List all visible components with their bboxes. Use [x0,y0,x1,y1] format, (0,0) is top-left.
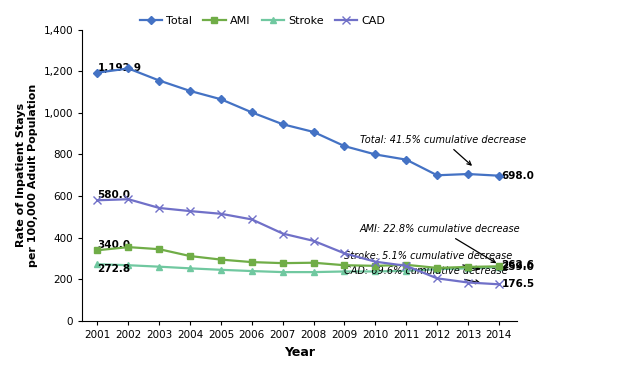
AMI [93,248,101,252]
Total [464,172,472,176]
Text: 272.8: 272.8 [97,264,131,274]
Total [217,97,225,101]
Stroke [93,262,101,266]
Line: Stroke: Stroke [95,261,502,275]
Total [495,173,503,178]
Stroke [403,269,410,273]
CAD [341,251,348,256]
Stroke [372,269,379,274]
Total [433,173,441,177]
Text: CAD: 69.6% cumulative decrease: CAD: 69.6% cumulative decrease [345,266,508,284]
CAD [433,276,441,280]
AMI [310,261,317,265]
AMI [341,263,348,268]
CAD [186,209,194,213]
Line: AMI: AMI [95,244,502,271]
Total [124,66,132,71]
CAD [495,282,503,286]
Stroke [433,267,441,271]
Legend: Total, AMI, Stroke, CAD: Total, AMI, Stroke, CAD [135,12,390,31]
Total [155,78,163,83]
CAD [279,231,286,236]
Text: 259.0: 259.0 [502,262,534,272]
AMI [186,254,194,258]
AMI [433,266,441,270]
Text: 1,192.9: 1,192.9 [97,63,141,73]
CAD [464,280,472,285]
Line: Total: Total [95,65,502,179]
CAD [372,259,379,264]
Total [279,122,286,127]
CAD [310,239,317,243]
Total [403,158,410,162]
Text: Stroke: 5.1% cumulative decrease: Stroke: 5.1% cumulative decrease [345,252,513,270]
CAD [403,263,410,268]
Stroke [248,269,256,273]
CAD [124,197,132,201]
Total [186,89,194,93]
Stroke [495,265,503,269]
CAD [93,198,101,203]
Stroke [155,265,163,269]
AMI [155,247,163,251]
AMI [495,264,503,269]
AMI [464,265,472,269]
CAD [217,211,225,216]
AMI [217,258,225,262]
CAD [248,217,256,222]
Total [248,110,256,115]
Stroke [464,266,472,270]
CAD [155,206,163,210]
AMI [279,261,286,265]
AMI [248,260,256,264]
Stroke [310,270,317,274]
Text: 698.0: 698.0 [502,171,534,181]
Total [372,152,379,157]
Text: Total: 41.5% cumulative decrease: Total: 41.5% cumulative decrease [360,135,526,165]
X-axis label: Year: Year [284,346,316,359]
Stroke [279,270,286,274]
Stroke [124,263,132,268]
Line: CAD: CAD [93,196,503,288]
Total [341,144,348,148]
Total [310,130,317,134]
Text: AMI: 22.8% cumulative decrease: AMI: 22.8% cumulative decrease [360,224,521,262]
AMI [403,263,410,267]
Stroke [186,266,194,270]
AMI [124,245,132,249]
Text: 580.0: 580.0 [97,190,131,200]
Stroke [341,269,348,274]
Text: 262.6: 262.6 [502,260,534,270]
Text: 176.5: 176.5 [502,279,534,289]
Stroke [217,268,225,272]
Total [93,70,101,75]
AMI [372,263,379,268]
Y-axis label: Rate of Inpatient Stays
per 100,000 Adult Population: Rate of Inpatient Stays per 100,000 Adul… [16,84,38,267]
Text: 340.0: 340.0 [97,240,131,250]
